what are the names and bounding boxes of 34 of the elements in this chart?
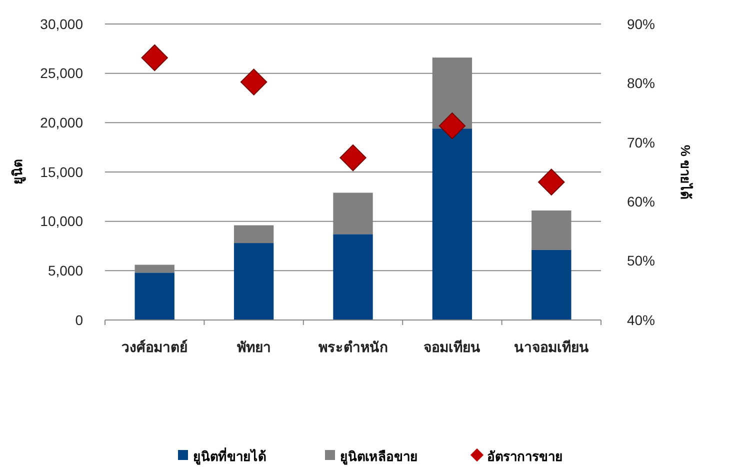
point	[240, 68, 268, 96]
y2-tick-label: 90%	[626, 16, 656, 32]
bar	[134, 272, 174, 320]
bar	[234, 243, 274, 320]
y-tick-label: 10,000	[40, 213, 84, 230]
y2-tick-label: 70%	[626, 134, 656, 150]
x-tick-label: พระตำหนัก	[318, 339, 388, 355]
legend-label: ยูนิตที่ขายได้	[193, 447, 266, 465]
y2-tick-label: 80%	[626, 75, 656, 92]
y2-tick-label: 60%	[626, 194, 656, 210]
x-tick-label: จอมเทียน	[424, 339, 481, 355]
point	[141, 44, 168, 72]
y-tick-label: 25,000	[40, 65, 84, 82]
bar	[234, 225, 274, 244]
bar	[432, 128, 472, 320]
y-tick-label: 5,000	[48, 262, 84, 279]
legend-label: อัตราการขาย	[487, 449, 563, 464]
x-tick-label: นาจอมเทียน	[514, 339, 589, 355]
bar	[333, 234, 373, 320]
x-tick-label: พัทยา	[236, 339, 271, 355]
legend-label: ยูนิตเหลือขาย	[340, 449, 418, 465]
y-axis-title: ยูนิต	[10, 160, 26, 184]
y-tick-label: 20,000	[40, 114, 84, 131]
y-tick-label: 0	[75, 312, 84, 328]
y2-tick-label: 40%	[626, 312, 656, 328]
y2-axis-title: % ขายได้	[678, 144, 694, 200]
y-tick-label: 30,000	[40, 16, 84, 32]
y-tick-label: 15,000	[40, 164, 84, 180]
point	[340, 144, 366, 172]
x-tick-label: วงศ์อมาตย์	[122, 339, 188, 355]
bar	[532, 250, 572, 320]
point	[438, 112, 466, 140]
y2-tick-label: 50%	[626, 252, 656, 269]
point	[538, 168, 565, 196]
